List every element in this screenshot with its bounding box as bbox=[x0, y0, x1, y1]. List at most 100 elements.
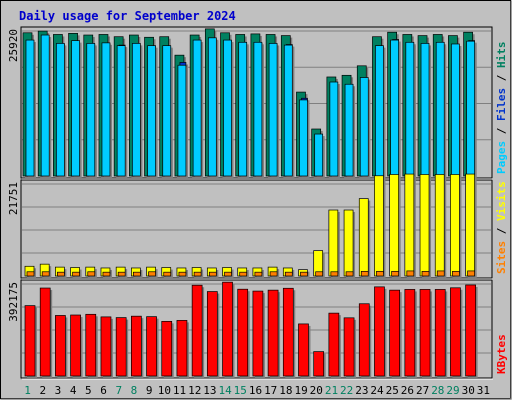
bar-traffic-pages-19 bbox=[299, 99, 308, 177]
bar-kbytes-kbytes-2 bbox=[39, 287, 51, 377]
bar-kbytes-kbytes-30 bbox=[465, 284, 476, 377]
bar-visits-visits-30 bbox=[465, 173, 475, 277]
bar-traffic-pages-14 bbox=[223, 39, 232, 177]
x-tick-label-27: 27 bbox=[416, 384, 429, 397]
bar-traffic-pages-17 bbox=[268, 43, 278, 177]
bar-traffic-pages-26 bbox=[405, 41, 415, 177]
x-tick-label-13: 13 bbox=[203, 384, 216, 397]
bar-traffic-pages-23 bbox=[359, 77, 369, 177]
bar-traffic-pages-1 bbox=[25, 39, 35, 177]
x-tick-label-21: 21 bbox=[325, 384, 338, 397]
bar-visits-sites-13 bbox=[208, 271, 217, 277]
bar-visits-sites-1 bbox=[26, 271, 35, 277]
bar-traffic-pages-28 bbox=[435, 41, 445, 177]
bar-kbytes-kbytes-12 bbox=[191, 284, 203, 377]
x-tick-label-15: 15 bbox=[234, 384, 247, 397]
bar-visits-sites-3 bbox=[57, 271, 65, 277]
x-tick-label-10: 10 bbox=[158, 384, 171, 397]
bar-traffic-pages-25 bbox=[390, 39, 399, 177]
x-tick-label-11: 11 bbox=[173, 384, 186, 397]
bar-visits-sites-15 bbox=[239, 271, 248, 277]
y-max-label-visits: 21751 bbox=[7, 182, 20, 215]
bar-visits-visits-23 bbox=[358, 198, 369, 277]
bar-visits-sites-23 bbox=[360, 270, 369, 277]
bar-traffic-pages-6 bbox=[101, 42, 111, 177]
bar-kbytes-kbytes-10 bbox=[161, 320, 173, 377]
chart-panels: 25920 Pages / Files / Hits 21751 Sites / Vi… bbox=[7, 26, 508, 380]
bar-traffic-pages-13 bbox=[207, 37, 217, 177]
x-tick-label-19: 19 bbox=[294, 384, 307, 397]
legend-item-traffic-0: Pages bbox=[495, 141, 508, 174]
bar-traffic-pages-16 bbox=[253, 41, 263, 177]
x-tick-label-4: 4 bbox=[70, 384, 77, 397]
bar-kbytes-kbytes-21 bbox=[328, 312, 340, 377]
bar-visits-sites-10 bbox=[163, 271, 172, 277]
x-tick-label-9: 9 bbox=[146, 384, 153, 397]
x-tick-label-28: 28 bbox=[431, 384, 444, 397]
bar-visits-sites-8 bbox=[133, 271, 141, 277]
bar-traffic-pages-21 bbox=[329, 81, 339, 177]
bar-visits-visits-25 bbox=[389, 174, 399, 277]
bar-traffic-pages-18 bbox=[283, 44, 293, 177]
bar-visits-sites-12 bbox=[193, 271, 202, 277]
x-tick-label-23: 23 bbox=[355, 384, 368, 397]
bar-visits-sites-16 bbox=[254, 271, 263, 277]
bar-kbytes-kbytes-27 bbox=[419, 289, 431, 377]
bar-kbytes-kbytes-14 bbox=[222, 281, 233, 377]
x-tick-label-7: 7 bbox=[115, 384, 122, 397]
bar-visits-visits-27 bbox=[419, 174, 430, 277]
x-tick-label-30: 30 bbox=[462, 384, 475, 397]
bar-visits-sites-14 bbox=[224, 271, 232, 277]
bar-kbytes-kbytes-3 bbox=[55, 315, 66, 377]
bar-visits-sites-6 bbox=[102, 271, 111, 277]
bar-visits-sites-7 bbox=[117, 271, 126, 277]
x-axis-labels: 1 2 3 4 5 6 7 8 9 10 11 12 13 14 15 16 17 18 19 20 21 22 23 24 2… bbox=[24, 384, 490, 397]
bar-traffic-pages-22 bbox=[344, 83, 354, 177]
bar-visits-sites-19 bbox=[300, 271, 308, 277]
x-tick-label-24: 24 bbox=[370, 384, 384, 397]
bar-visits-sites-4 bbox=[72, 271, 80, 277]
bar-kbytes-kbytes-17 bbox=[267, 289, 279, 377]
bar-traffic-pages-4 bbox=[71, 40, 80, 177]
bar-visits-sites-29 bbox=[452, 270, 460, 277]
bar-visits-sites-26 bbox=[406, 270, 415, 277]
bar-kbytes-kbytes-9 bbox=[146, 316, 157, 377]
bar-visits-sites-24 bbox=[376, 270, 384, 277]
bar-visits-visits-26 bbox=[404, 173, 415, 277]
bar-kbytes-kbytes-23 bbox=[358, 303, 370, 377]
bar-visits-sites-21 bbox=[330, 271, 339, 277]
bar-visits-sites-22 bbox=[345, 271, 354, 277]
bar-visits-visits-21 bbox=[328, 209, 339, 277]
bar-traffic-pages-12 bbox=[192, 39, 202, 177]
bar-visits-visits-28 bbox=[434, 174, 445, 277]
bar-traffic-pages-3 bbox=[56, 43, 65, 177]
bar-visits-sites-30 bbox=[467, 270, 475, 277]
legend-item-traffic-4: Hits bbox=[495, 42, 508, 69]
x-tick-label-31: 31 bbox=[477, 384, 490, 397]
bar-kbytes-kbytes-25 bbox=[389, 289, 400, 377]
x-tick-label-20: 20 bbox=[310, 384, 323, 397]
bar-kbytes-kbytes-13 bbox=[206, 291, 218, 377]
bar-traffic-pages-7 bbox=[116, 45, 126, 177]
bar-kbytes-kbytes-16 bbox=[252, 290, 264, 377]
bar-kbytes-kbytes-26 bbox=[404, 289, 416, 377]
bar-traffic-pages-24 bbox=[375, 45, 384, 177]
bar-visits-sites-28 bbox=[436, 270, 445, 277]
bar-visits-sites-17 bbox=[269, 271, 278, 277]
bar-kbytes-kbytes-15 bbox=[237, 288, 249, 377]
legend-item-traffic-3: / bbox=[495, 68, 508, 88]
panel-traffic: 25920 Pages / Files / Hits bbox=[7, 26, 508, 180]
bar-traffic-pages-5 bbox=[86, 43, 96, 177]
legend-traffic: Pages / Files / Hits bbox=[495, 42, 508, 175]
bar-traffic-pages-11 bbox=[177, 64, 187, 177]
y-max-label-kbytes: 392175 bbox=[7, 282, 20, 322]
bar-visits-visits-29 bbox=[450, 174, 460, 277]
x-tick-label-16: 16 bbox=[249, 384, 262, 397]
x-tick-label-18: 18 bbox=[279, 384, 292, 397]
bar-kbytes-kbytes-1 bbox=[24, 305, 36, 377]
bar-kbytes-kbytes-18 bbox=[282, 287, 294, 377]
legend-item-visits-2: Visits bbox=[495, 181, 508, 221]
bar-visits-sites-5 bbox=[87, 271, 96, 277]
bar-traffic-pages-29 bbox=[451, 43, 460, 177]
bar-traffic-pages-27 bbox=[420, 43, 430, 177]
